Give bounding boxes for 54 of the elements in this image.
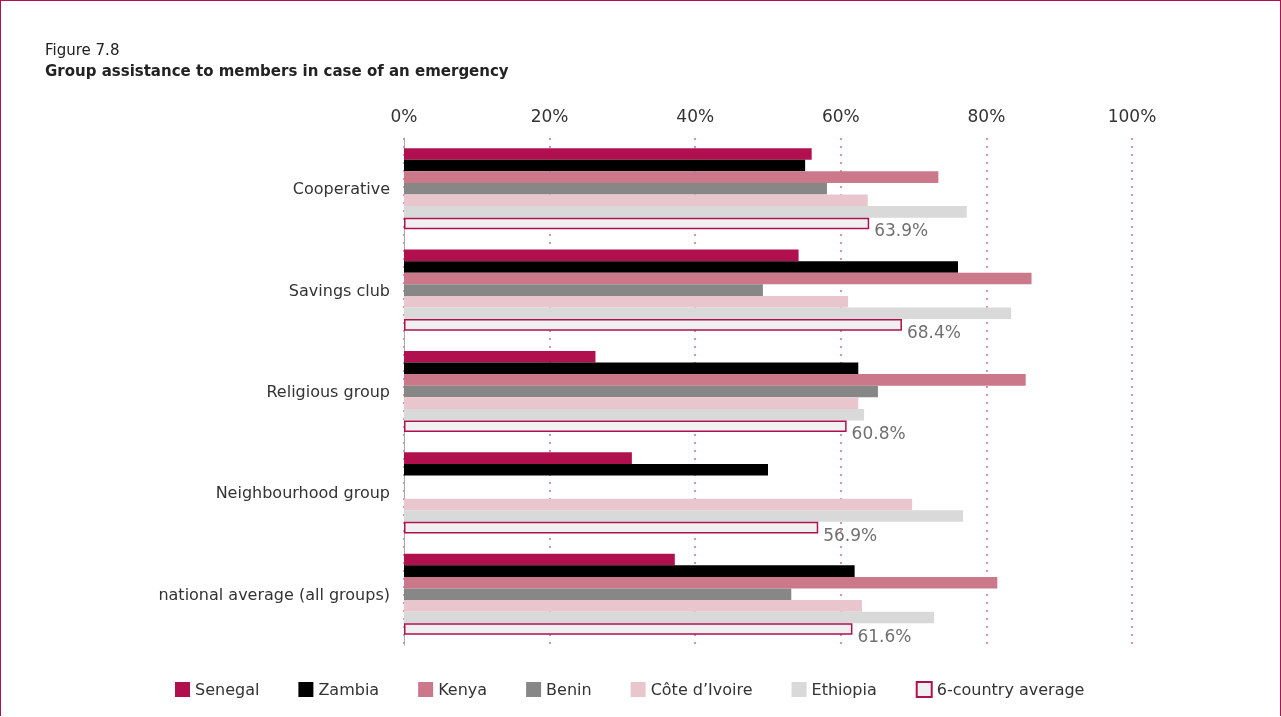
data-label: 60.8% bbox=[851, 423, 906, 444]
legend-label: Senegal bbox=[195, 680, 260, 699]
data-label: 56.9% bbox=[823, 524, 878, 545]
bar bbox=[404, 420, 847, 433]
bar bbox=[404, 217, 870, 230]
bar bbox=[404, 588, 792, 601]
legend-label: Benin bbox=[546, 680, 592, 699]
bar bbox=[404, 611, 934, 624]
bar bbox=[404, 307, 1012, 320]
data-label: 63.9% bbox=[874, 220, 929, 241]
y-tick-label: Savings club bbox=[288, 280, 390, 300]
x-tick-label: 20% bbox=[530, 105, 569, 126]
text: Figure 7.8 bbox=[45, 40, 120, 59]
bar bbox=[404, 261, 959, 273]
bar bbox=[404, 194, 868, 207]
text: Group assistance to members in case of an emergency bbox=[45, 61, 509, 80]
bar bbox=[404, 600, 862, 612]
bar bbox=[404, 452, 632, 464]
bar bbox=[404, 206, 967, 218]
x-tick-label: 80% bbox=[967, 105, 1006, 126]
bar bbox=[404, 284, 763, 296]
bar bbox=[404, 295, 849, 308]
x-tick-label: 100% bbox=[1107, 105, 1157, 126]
legend-label: 6-country average bbox=[936, 680, 1085, 699]
legend-label: Zambia bbox=[318, 680, 380, 699]
bar bbox=[404, 623, 853, 635]
bar bbox=[404, 249, 799, 262]
bar bbox=[404, 498, 913, 511]
bar bbox=[404, 397, 859, 409]
y-tick-label: Cooperative bbox=[292, 179, 390, 199]
bar bbox=[404, 463, 768, 476]
y-tick-label: Neighbourhood group bbox=[215, 483, 390, 503]
bar bbox=[404, 350, 596, 363]
legend-label: Ethiopia bbox=[811, 680, 877, 699]
bar bbox=[404, 565, 855, 577]
legend-label: Kenya bbox=[438, 680, 488, 699]
bar bbox=[404, 319, 902, 331]
bar bbox=[404, 159, 806, 172]
y-tick-label: national average (all groups) bbox=[158, 584, 390, 604]
bar bbox=[404, 553, 675, 566]
bar bbox=[404, 148, 812, 160]
data-label: 68.4% bbox=[906, 321, 961, 342]
bar bbox=[404, 362, 859, 375]
legend-label: Côte d’Ivoire bbox=[650, 680, 753, 699]
x-tick-label: 0% bbox=[390, 105, 418, 126]
y-tick-label: Religious group bbox=[266, 382, 390, 401]
bar bbox=[404, 521, 819, 534]
x-tick-label: 40% bbox=[676, 105, 715, 126]
bar bbox=[404, 510, 964, 522]
bar bbox=[404, 385, 878, 398]
x-tick-label: 60% bbox=[821, 105, 860, 126]
bar bbox=[404, 182, 827, 195]
bar bbox=[404, 408, 865, 421]
data-label: 61.6% bbox=[857, 626, 912, 647]
